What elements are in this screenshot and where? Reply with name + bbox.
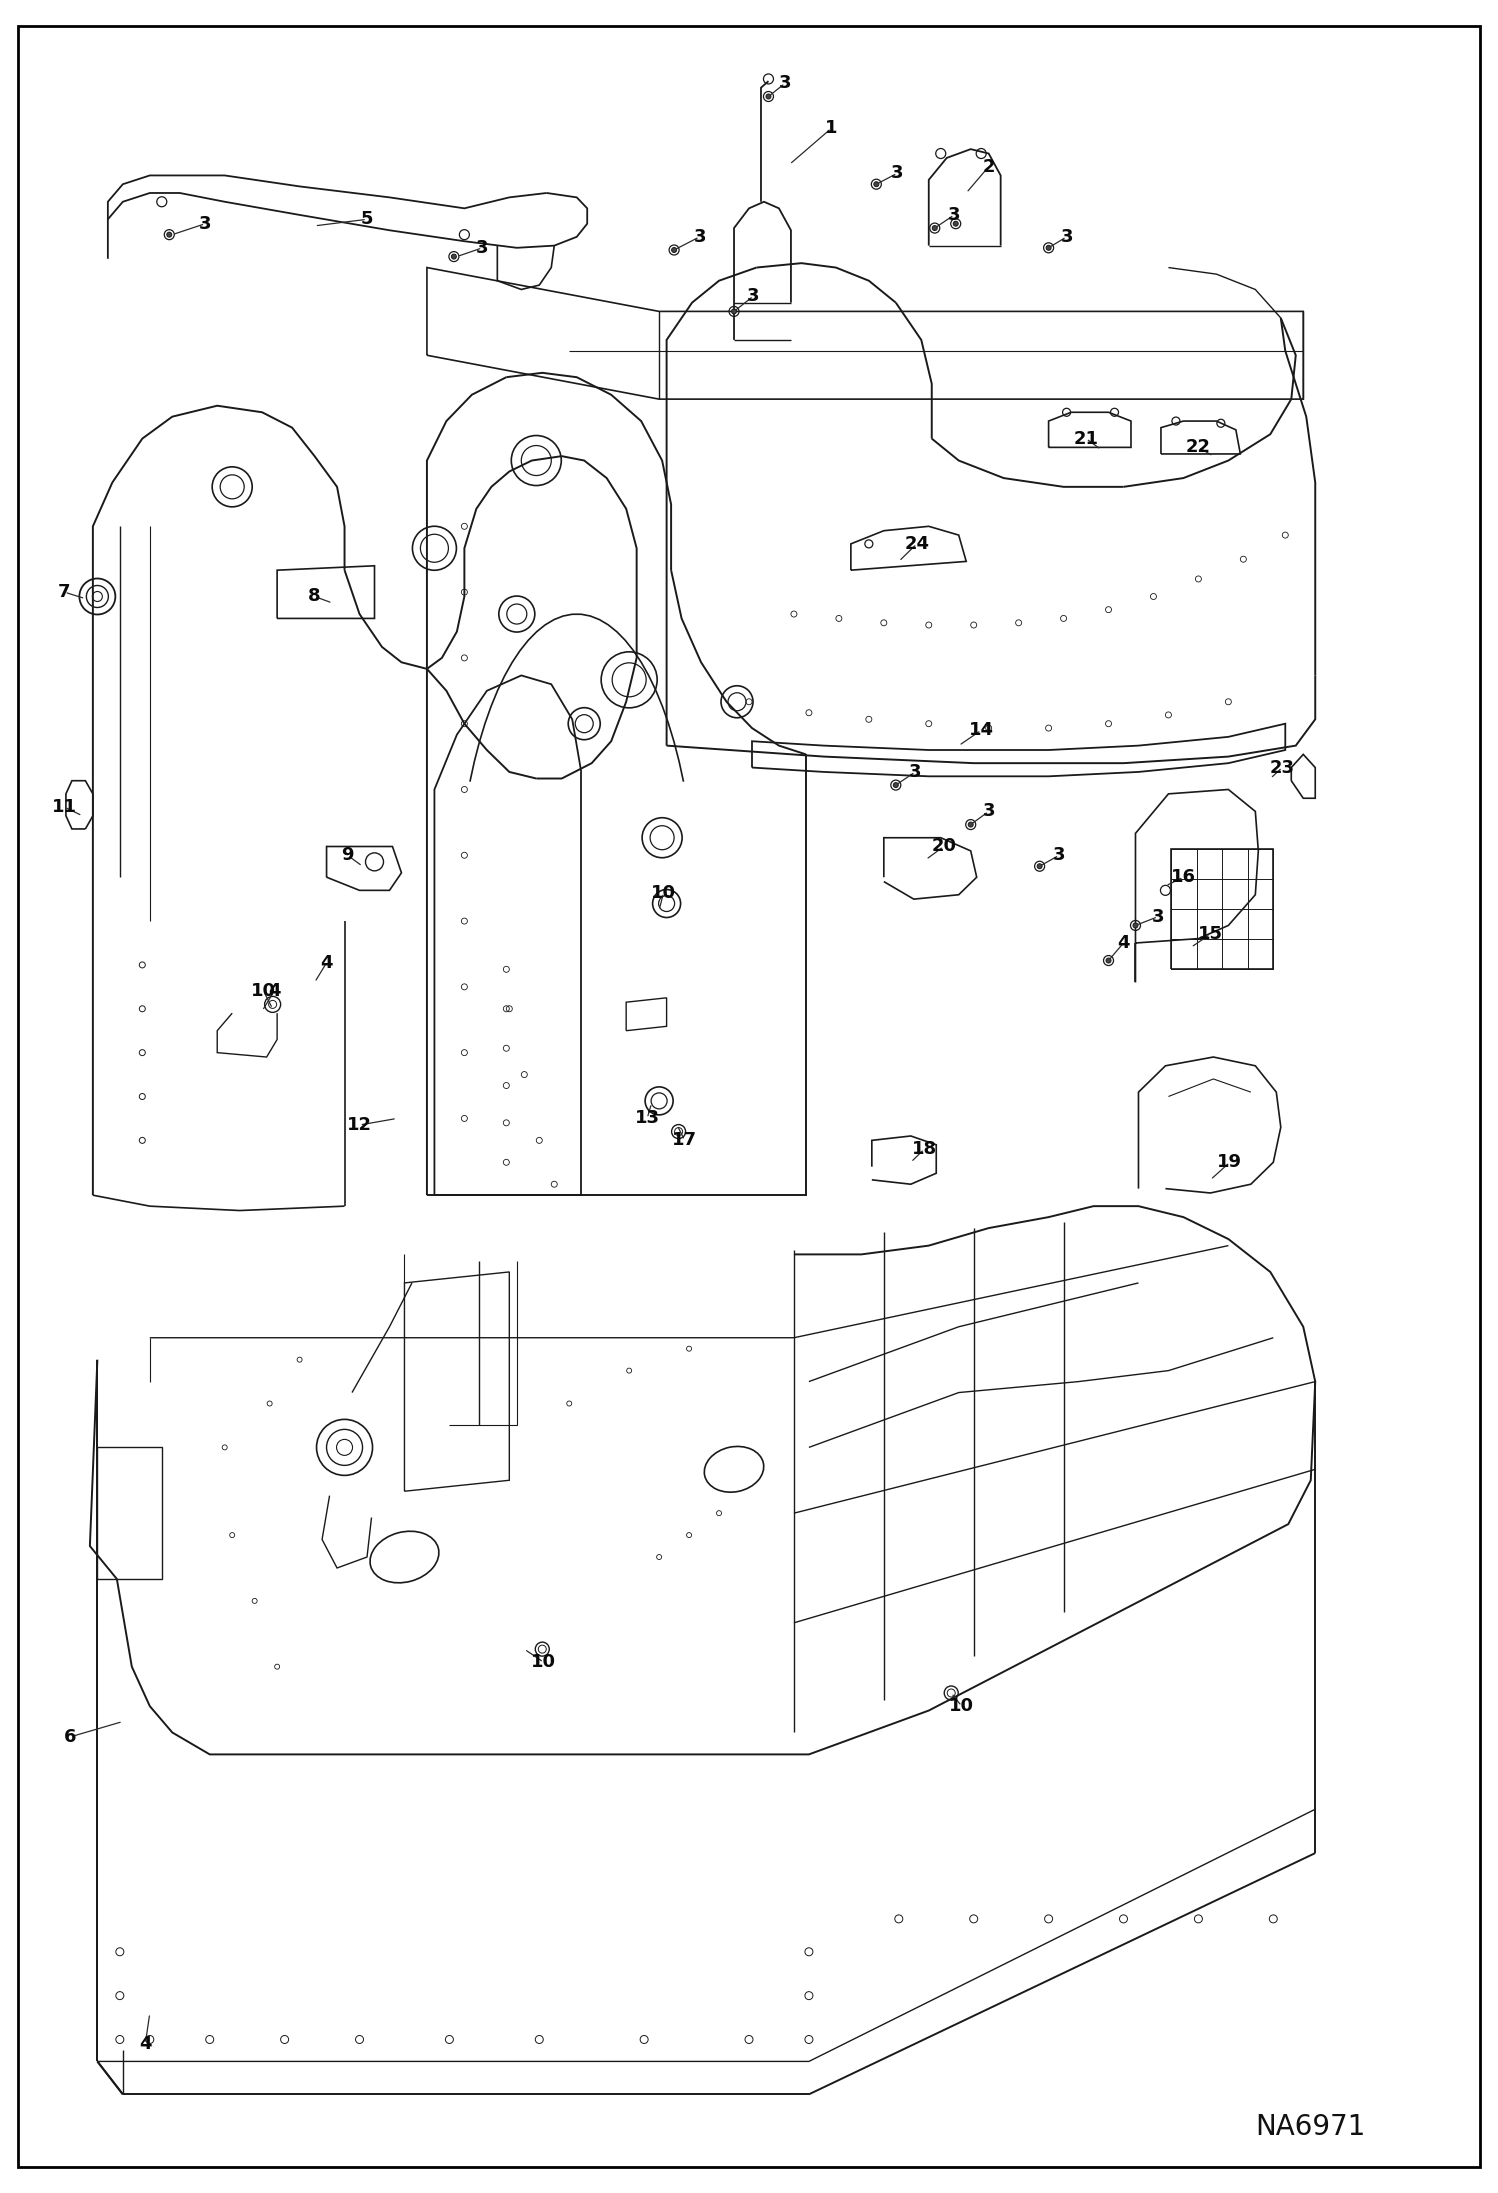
Text: 16: 16: [1171, 868, 1195, 886]
Circle shape: [451, 254, 457, 259]
Circle shape: [1046, 246, 1052, 250]
Circle shape: [968, 822, 974, 827]
Circle shape: [873, 182, 879, 186]
Text: 3: 3: [1053, 846, 1065, 864]
Text: 4: 4: [268, 982, 280, 1000]
Text: 9: 9: [342, 846, 354, 864]
Text: NA6971: NA6971: [1255, 2114, 1366, 2140]
Text: 10: 10: [652, 884, 676, 901]
Text: 18: 18: [912, 1140, 936, 1158]
Text: 1: 1: [825, 118, 837, 138]
Text: 2: 2: [983, 158, 995, 175]
Circle shape: [671, 248, 677, 252]
Text: 4: 4: [1118, 934, 1129, 952]
Text: 14: 14: [969, 721, 993, 739]
Text: 3: 3: [779, 75, 791, 92]
Text: 3: 3: [909, 763, 921, 781]
Text: 6: 6: [64, 1728, 76, 1746]
Text: 3: 3: [983, 803, 995, 820]
Text: 4: 4: [321, 954, 333, 971]
Text: 15: 15: [1198, 925, 1222, 943]
Text: 3: 3: [748, 287, 759, 305]
Text: 7: 7: [58, 583, 70, 601]
Circle shape: [765, 94, 771, 99]
Text: 4: 4: [139, 2035, 151, 2053]
Text: 10: 10: [252, 982, 276, 1000]
Text: 3: 3: [694, 228, 706, 246]
Text: 23: 23: [1270, 759, 1294, 776]
Circle shape: [893, 783, 899, 787]
Text: 13: 13: [635, 1110, 659, 1127]
Circle shape: [731, 309, 737, 314]
Text: 24: 24: [905, 535, 929, 553]
Text: 10: 10: [950, 1697, 974, 1715]
Circle shape: [166, 232, 172, 237]
Text: 3: 3: [476, 239, 488, 257]
Text: 11: 11: [52, 798, 76, 816]
Text: 22: 22: [1186, 439, 1210, 456]
Text: 17: 17: [673, 1132, 697, 1149]
Circle shape: [1132, 923, 1138, 928]
Text: 8: 8: [309, 588, 321, 605]
Text: 3: 3: [1152, 908, 1164, 925]
Text: 20: 20: [932, 838, 956, 855]
Text: 21: 21: [1074, 430, 1098, 447]
Text: 3: 3: [891, 164, 903, 182]
Text: 3: 3: [1061, 228, 1073, 246]
Text: 3: 3: [948, 206, 960, 224]
Circle shape: [1106, 958, 1112, 963]
Text: 19: 19: [1218, 1154, 1242, 1171]
Circle shape: [932, 226, 938, 230]
Text: 12: 12: [348, 1116, 372, 1134]
Circle shape: [1037, 864, 1043, 868]
Text: 3: 3: [199, 215, 211, 232]
Text: 10: 10: [532, 1654, 556, 1671]
Circle shape: [953, 221, 959, 226]
Text: 5: 5: [361, 211, 373, 228]
